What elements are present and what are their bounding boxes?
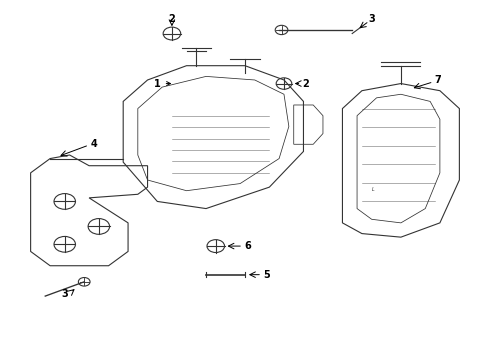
Text: 2: 2 [169, 14, 175, 24]
Text: 6: 6 [244, 241, 251, 251]
Text: 7: 7 [434, 75, 441, 85]
Text: 4: 4 [91, 139, 98, 149]
Text: L: L [372, 187, 374, 192]
Text: 3: 3 [368, 14, 375, 24]
Text: 2: 2 [302, 78, 309, 89]
Text: 5: 5 [264, 270, 270, 280]
Text: 1: 1 [154, 78, 171, 89]
Text: 3: 3 [61, 289, 68, 299]
